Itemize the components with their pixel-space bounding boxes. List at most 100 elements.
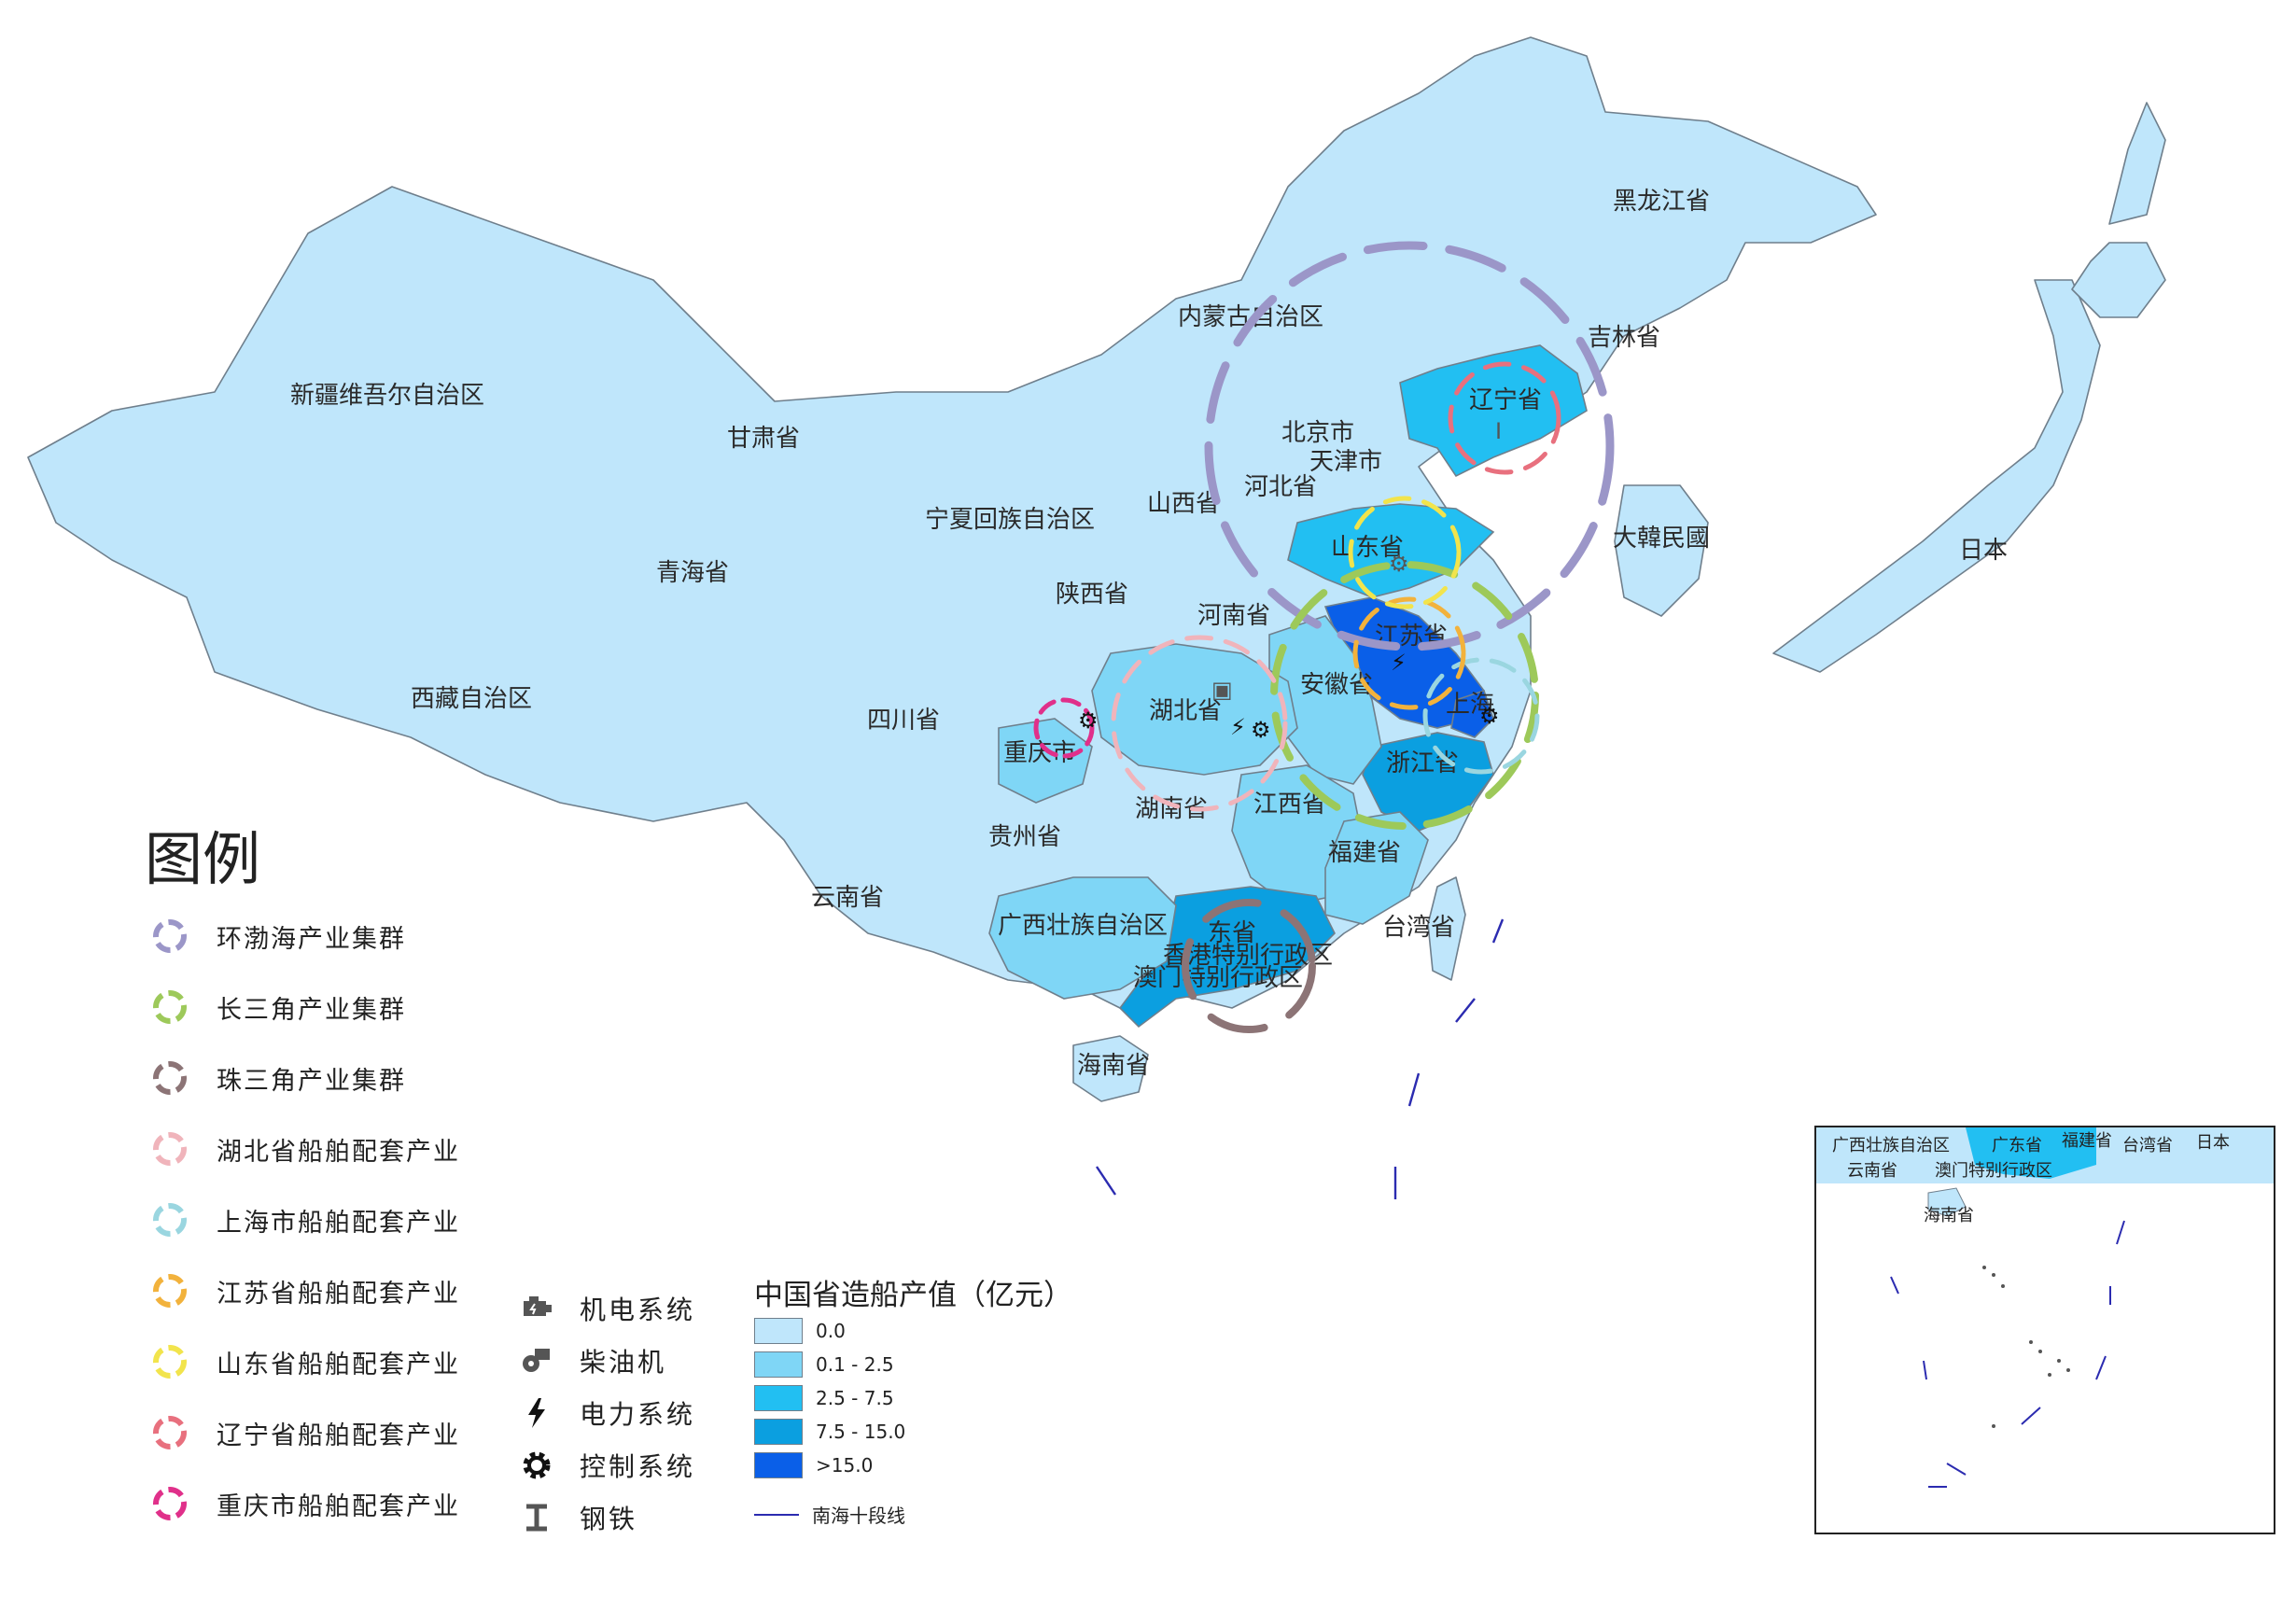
label-fujian: 福建省 [1328, 839, 1401, 867]
legend-cluster-row: 珠三角产业集群 [149, 1055, 406, 1101]
label-hainan: 海南省 [1077, 1052, 1150, 1080]
value-class-swatch [754, 1318, 803, 1344]
label-japan: 日本 [1959, 537, 2008, 565]
inset-label-hainan: 海南省 [1924, 1206, 1974, 1225]
value-class-row: 2.5 - 7.5 [754, 1385, 894, 1411]
value-legend-title: 中国省造船产值（亿元） [754, 1279, 1072, 1312]
engine-icon [518, 1290, 555, 1327]
fujian-shape [1324, 811, 1429, 925]
legend-engine-row: 机电系统 [518, 1288, 695, 1329]
legend-cluster-row: 湖北省船舶配套产业 [149, 1126, 460, 1172]
legend-cluster-row: 重庆市船舶配套产业 [149, 1480, 460, 1527]
legend-cluster-label: 环渤海产业集群 [217, 924, 406, 954]
label-korea: 大韓民國 [1613, 525, 1710, 553]
label-guangdong: 东省 [1208, 919, 1256, 947]
dashed-ring-icon [153, 1274, 187, 1308]
value-class-swatch [754, 1351, 803, 1378]
legend-cluster-row: 长三角产业集群 [149, 984, 406, 1030]
value-class-row: 7.5 - 15.0 [754, 1419, 905, 1445]
value-class-label: 0.1 - 2.5 [816, 1353, 894, 1376]
nine-dash-line [1096, 918, 1505, 1199]
legend-cluster-row: 上海市船舶配套产业 [149, 1197, 460, 1243]
inset-label-taiwan: 台湾省 [2122, 1136, 2173, 1155]
legend-cluster-label: 重庆市船舶配套产业 [217, 1491, 460, 1521]
dashed-ring-icon [153, 1487, 187, 1520]
label-hubei: 湖北省 [1149, 697, 1222, 725]
hubei-circle [1111, 635, 1288, 812]
label-liaoning: 辽宁省 [1469, 386, 1542, 414]
label-heilongjiang: 黑龙江省 [1613, 188, 1710, 216]
legend-cluster-label: 上海市船舶配套产业 [217, 1208, 460, 1238]
label-qinghai: 青海省 [656, 559, 729, 587]
dashed-ring-icon [153, 990, 187, 1024]
gear-icon: ⚙ [1251, 717, 1271, 743]
inset-label-guangxi: 广西壮族自治区 [1832, 1136, 1950, 1155]
dashed-ring-icon [153, 1345, 187, 1379]
value-class-swatch [754, 1385, 803, 1411]
legend-steel-label: 钢铁 [580, 1504, 638, 1534]
shanghai-circle [1422, 657, 1540, 775]
inset-label-guangdong: 广东省 [1992, 1136, 2042, 1155]
i-beam-icon [518, 1499, 555, 1536]
legend-control-row: 控制系统 [518, 1445, 695, 1486]
legend-steel-row: 钢铁 [518, 1497, 637, 1538]
engine-icon: ▣ [1211, 677, 1233, 703]
south-china-sea-inset: 广西壮族自治区 广东省 福建省 台湾省 日本 云南省 澳门特别行政区 海南省 [1814, 1126, 2275, 1534]
legend-power-label: 电力系统 [580, 1399, 696, 1430]
legend-title: 图例 [145, 825, 261, 893]
label-shanghai: 上海 [1446, 691, 1494, 719]
legend-control-label: 控制系统 [580, 1451, 696, 1482]
legend-cluster-label: 山东省船舶配套产业 [217, 1350, 460, 1379]
value-class-row: >15.0 [754, 1452, 873, 1478]
hainan-shape [1072, 1035, 1149, 1102]
legend-cluster-label: 长三角产业集群 [217, 995, 406, 1025]
i-beam-icon: I [1495, 418, 1502, 444]
lightning-bolt-icon [518, 1394, 555, 1432]
label-jiangxi: 江西省 [1253, 791, 1326, 819]
legend-cluster-row: 辽宁省船舶配套产业 [149, 1409, 460, 1456]
jiangsu-circle [1352, 596, 1466, 710]
legend-diesel-row: 柴油机 [518, 1340, 666, 1381]
label-shandong: 山东省 [1331, 534, 1404, 562]
sakhalin-shape [2108, 102, 2166, 225]
label-xizang: 西藏自治区 [411, 685, 532, 713]
chongqing-shape [998, 718, 1093, 804]
korea-shape [1614, 484, 1709, 617]
inset-map: 广西壮族自治区 广东省 福建省 台湾省 日本 云南省 澳门特别行政区 海南省 [1816, 1127, 2274, 1488]
label-gansu: 甘肃省 [727, 425, 800, 453]
cluster-bohai-circle [1204, 241, 1615, 651]
value-class-swatch [754, 1419, 803, 1445]
inset-label-fujian: 福建省 [2062, 1131, 2112, 1151]
hubei-shape [1091, 643, 1298, 776]
label-guangxi: 广西壮族自治区 [998, 912, 1168, 940]
label-macau: 澳门特别行政区 [1133, 964, 1303, 992]
liaoning-circle [1448, 361, 1561, 475]
label-zhejiang: 浙江省 [1386, 749, 1459, 777]
hokkaido-shape [2071, 242, 2166, 318]
lightning-bolt-icon: ⚡ [1230, 714, 1246, 740]
cluster-circles [1033, 241, 1615, 1033]
label-yunnan: 云南省 [811, 884, 884, 912]
label-jilin: 吉林省 [1588, 324, 1660, 352]
value-class-row: 0.1 - 2.5 [754, 1351, 894, 1378]
legend-cluster-label: 江苏省船舶配套产业 [217, 1279, 460, 1309]
shanghai-shape [1450, 689, 1494, 738]
gear-icon: ⚙ [1078, 707, 1099, 734]
inset-label-macau: 澳门特别行政区 [1935, 1161, 2052, 1181]
label-shaanxi: 陕西省 [1056, 581, 1128, 609]
legend-cluster-row: 江苏省船舶配套产业 [149, 1267, 460, 1314]
label-shanxi: 山西省 [1147, 490, 1220, 518]
label-taiwan: 台湾省 [1382, 914, 1455, 942]
legend-cluster-label: 珠三角产业集群 [217, 1066, 406, 1096]
legend-cluster-row: 山东省船舶配套产业 [149, 1338, 460, 1385]
guangxi-shape [988, 876, 1177, 1000]
gear-icon [518, 1447, 555, 1484]
dashed-ring-icon [153, 1203, 187, 1237]
label-guizhou: 贵州省 [988, 823, 1061, 851]
dashed-ring-icon [153, 919, 187, 953]
diesel-engine-icon: ⚙ [1389, 551, 1409, 577]
label-xinjiang: 新疆维吾尔自治区 [290, 382, 484, 410]
legend-cluster-label: 湖北省船舶配套产业 [217, 1137, 460, 1167]
nine-dash-legend: 南海十段线 [754, 1501, 905, 1528]
